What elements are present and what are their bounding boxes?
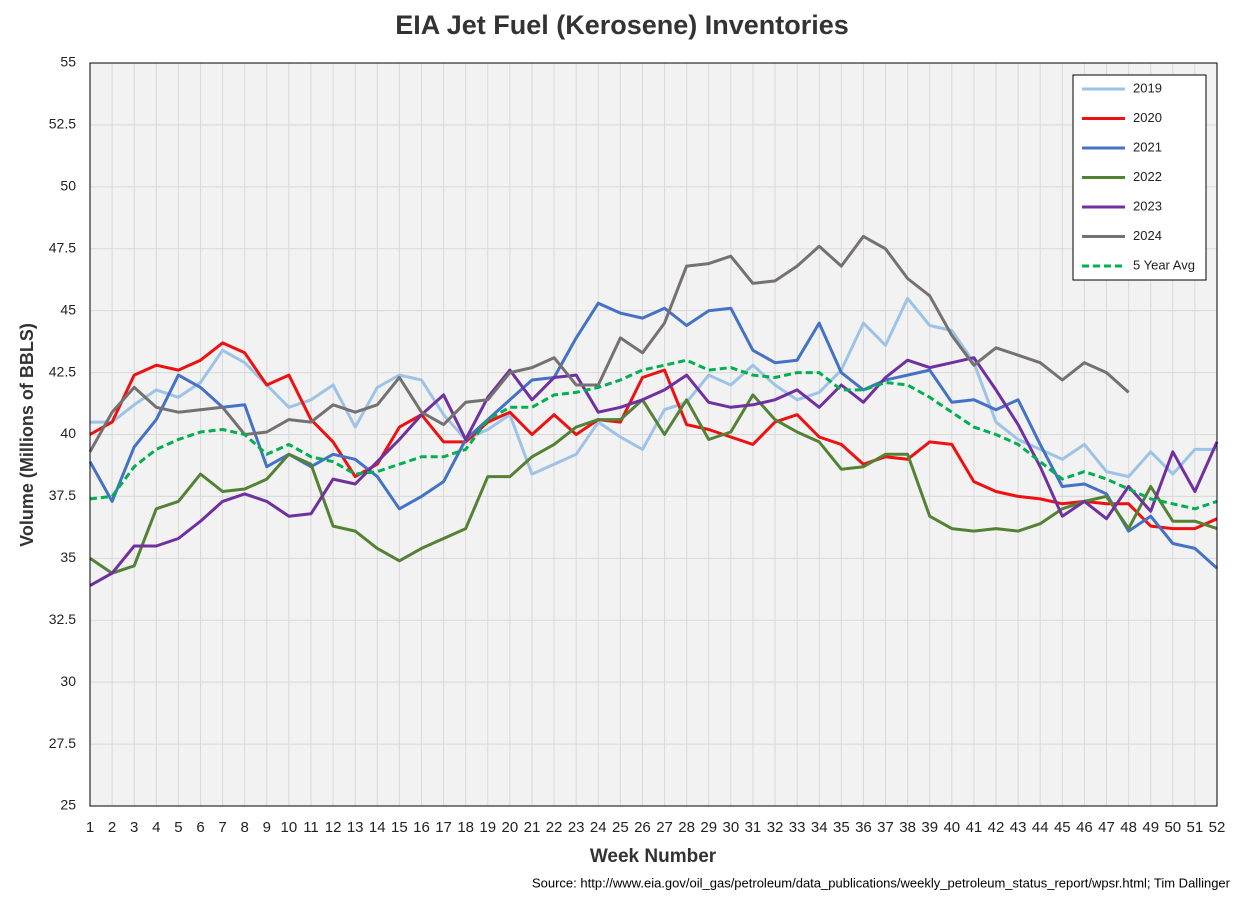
- x-tick-label: 48: [1120, 819, 1137, 836]
- x-tick-label: 25: [612, 819, 629, 836]
- chart-title: EIA Jet Fuel (Kerosene) Inventories: [395, 10, 849, 40]
- x-tick-label: 41: [966, 819, 983, 836]
- y-axis-label: Volume (Millions of BBLS): [17, 323, 37, 547]
- y-tick-label: 55: [60, 54, 76, 70]
- x-tick-label: 39: [921, 819, 938, 836]
- series-line: [88, 301, 1219, 570]
- y-tick-label: 47.5: [49, 239, 76, 255]
- x-tick-label: 38: [899, 819, 916, 836]
- x-tick-label: 34: [811, 819, 828, 836]
- x-tick-label: 36: [855, 819, 872, 836]
- legend-label: 2024: [1133, 228, 1162, 243]
- series-line: [89, 356, 1219, 587]
- x-tick-label: 50: [1164, 819, 1181, 836]
- x-tick-label: 18: [457, 819, 474, 836]
- x-tick-label: 37: [877, 819, 894, 836]
- x-tick-label: 32: [767, 819, 784, 836]
- x-tick-label: 10: [281, 819, 298, 836]
- legend-label: 2021: [1133, 139, 1162, 154]
- y-tick-label: 25: [60, 797, 76, 813]
- series-line: [89, 341, 1218, 531]
- x-tick-label: 17: [435, 819, 452, 836]
- x-tick-label: 45: [1054, 819, 1071, 836]
- x-tick-label: 3: [130, 819, 138, 836]
- x-tick-label: 28: [678, 819, 695, 836]
- grid: [89, 62, 1218, 807]
- x-tick-label: 44: [1032, 819, 1049, 836]
- x-tick-label: 1: [86, 819, 94, 836]
- x-tick-label: 42: [988, 819, 1005, 836]
- legend-label: 5 Year Avg: [1133, 257, 1195, 272]
- x-tick-label: 12: [325, 819, 342, 836]
- x-tick-label: 11: [303, 819, 319, 836]
- x-tick-label: 5: [174, 819, 182, 836]
- y-tick-label: 50: [60, 178, 76, 194]
- x-tick-label: 46: [1076, 819, 1093, 836]
- series-line: [89, 393, 1218, 575]
- x-tick-label: 33: [789, 819, 806, 836]
- y-tick-label: 27.5: [49, 735, 76, 751]
- x-tick-label: 14: [369, 819, 386, 836]
- x-tick-label: 23: [568, 819, 585, 836]
- x-tick-label: 2: [108, 819, 116, 836]
- y-tick-label: 30: [60, 673, 76, 689]
- x-tick-label: 7: [218, 819, 226, 836]
- legend-label: 2022: [1133, 169, 1162, 184]
- x-tick-label: 29: [700, 819, 717, 836]
- source-note: Source: http://www.eia.gov/oil_gas/petro…: [532, 875, 1231, 890]
- x-tick-label: 21: [524, 819, 541, 836]
- lines: [88, 234, 1219, 587]
- series-line: [89, 358, 1218, 511]
- x-tick-label: 4: [152, 819, 160, 836]
- y-tick-label: 45: [60, 301, 76, 317]
- legend: 2019 2020 2021 2022 2023 2024 5 Year Avg: [1072, 74, 1207, 281]
- series-line: [88, 234, 1130, 453]
- y-tick-label: 37.5: [49, 487, 76, 503]
- x-tick-label: 31: [745, 819, 762, 836]
- x-tick-label: 6: [196, 819, 204, 836]
- x-tick-label: 35: [833, 819, 850, 836]
- x-tick-label: 40: [943, 819, 960, 836]
- x-tick-label: 8: [241, 819, 249, 836]
- y-tick-label: 32.5: [49, 611, 76, 627]
- x-tick-label: 16: [413, 819, 430, 836]
- x-tick-label: 9: [263, 819, 271, 836]
- y-tick-label: 40: [60, 425, 76, 441]
- x-tick-label: 22: [546, 819, 563, 836]
- legend-label: 2019: [1133, 80, 1162, 95]
- x-tick-label: 13: [347, 819, 364, 836]
- x-tick-label: 43: [1010, 819, 1027, 836]
- x-tick-label: 24: [590, 819, 607, 836]
- y-tick-label: 35: [60, 549, 76, 565]
- x-tick-label: 49: [1142, 819, 1159, 836]
- x-tick-label: 19: [479, 819, 496, 836]
- x-tick-label: 47: [1098, 819, 1115, 836]
- x-tick-label: 51: [1187, 819, 1204, 836]
- legend-label: 2023: [1133, 198, 1162, 213]
- x-tick-label: 52: [1209, 819, 1226, 836]
- legend-label: 2020: [1133, 110, 1162, 125]
- x-tick-label: 27: [656, 819, 673, 836]
- x-axis-label: Week Number: [590, 846, 717, 867]
- y-tick-label: 42.5: [49, 363, 76, 379]
- x-tick-label: 26: [634, 819, 651, 836]
- x-tick-label: 20: [502, 819, 519, 836]
- x-tick-label: 15: [391, 819, 408, 836]
- y-tick-label: 52.5: [49, 116, 76, 132]
- x-tick-label: 30: [722, 819, 739, 836]
- plot-border: [89, 62, 1218, 807]
